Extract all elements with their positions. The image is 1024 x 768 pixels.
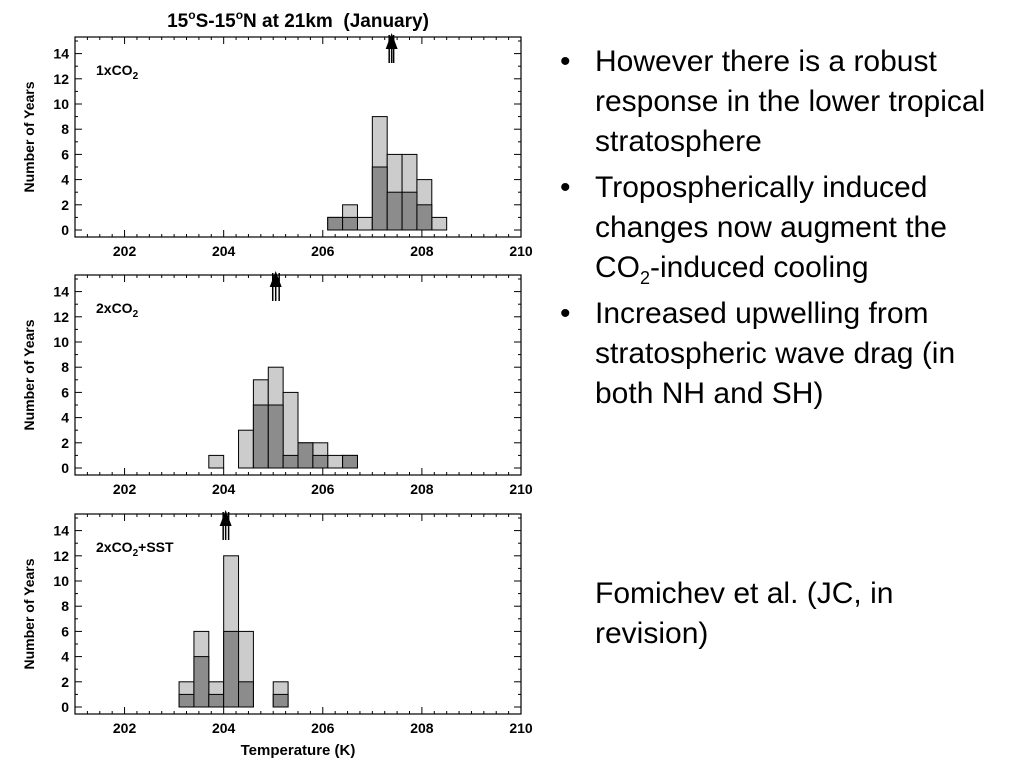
figure-title: 15oS-15oN at 21km (January) <box>167 8 429 32</box>
histogram-bar-light <box>238 429 254 469</box>
y-tick-label: 14 <box>53 523 69 539</box>
histogram-bar-dark <box>371 166 388 231</box>
y-tick-label: 6 <box>61 384 69 400</box>
y-tick-label: 0 <box>61 699 69 715</box>
y-axis-label: Number of Years <box>21 558 37 669</box>
mean-arrow-head-icon <box>385 33 398 49</box>
x-axis-label: Temperature (K) <box>241 742 356 759</box>
y-tick-label: 4 <box>61 649 69 665</box>
bullet-text: Increased upwelling from stratospheric w… <box>595 297 956 410</box>
bullet-dot-icon: • <box>560 171 571 204</box>
mean-arrow-head-icon <box>269 271 282 287</box>
histogram-bar-dark <box>342 216 358 231</box>
x-tick-label: 206 <box>311 243 335 259</box>
histogram-bar-dark <box>178 693 195 708</box>
x-tick-label: 210 <box>509 481 533 497</box>
x-tick-label: 204 <box>212 243 236 259</box>
y-tick-label: 14 <box>53 284 69 300</box>
histogram-bar-dark <box>252 404 269 469</box>
y-tick-label: 12 <box>53 548 69 564</box>
y-tick-label: 12 <box>53 309 69 325</box>
bullet-item: • Increased upwelling from stratospheric … <box>558 294 998 414</box>
x-tick-label: 206 <box>311 720 335 736</box>
y-axis-label: Number of Years <box>21 81 37 192</box>
histogram-bar-dark <box>327 216 344 231</box>
histogram-bar-dark <box>208 693 225 708</box>
histogram-figure: 15oS-15oN at 21km (January) 202 204 206 208… <box>21 8 533 759</box>
x-tick-label: 204 <box>212 481 236 497</box>
bullet-list: • However there is a robust response in t… <box>558 42 998 420</box>
x-tick-label: 208 <box>410 243 434 259</box>
histogram-bar-dark <box>267 404 284 469</box>
y-tick-label: 14 <box>53 46 69 62</box>
x-tick-label: 208 <box>410 481 434 497</box>
histogram-bar-dark <box>193 656 210 708</box>
histogram-bar-dark <box>272 693 289 708</box>
citation: Fomichev et al. (JC, in revision) <box>595 577 894 650</box>
histogram-bar-dark <box>416 204 433 231</box>
bullet-text-sub: 2 <box>640 268 651 288</box>
y-tick-label: 4 <box>61 172 69 188</box>
histogram-bar-dark <box>342 454 358 469</box>
histogram-bar-light <box>208 454 225 469</box>
y-tick-label: 10 <box>53 573 69 589</box>
panel-label: 2xCO2+SST <box>96 539 174 559</box>
histogram-bar-dark <box>297 442 314 469</box>
histogram-bar-dark <box>238 681 254 708</box>
histogram-bar-light <box>327 454 344 469</box>
bullet-text-pre: Tropospherically induced changes now aug… <box>595 171 947 284</box>
histogram-panel: 202 204 206 208 210 0 2 4 6 8 10 12 14 Number of Year… <box>21 33 533 259</box>
histogram-bar-dark <box>312 454 329 469</box>
histogram-bar-dark <box>401 191 418 231</box>
y-tick-label: 12 <box>53 71 69 87</box>
bullet-text: However there is a robust response in th… <box>595 45 986 158</box>
y-tick-label: 8 <box>61 359 69 375</box>
mean-arrow-head-icon <box>219 510 232 526</box>
bullet-text-post: -induced cooling <box>650 251 869 284</box>
y-tick-label: 0 <box>61 460 69 476</box>
histogram-panel: 202 204 206 208 210 0 2 4 6 8 10 12 14 Number of Year… <box>21 510 533 759</box>
x-tick-label: 208 <box>410 720 434 736</box>
x-tick-label: 206 <box>311 481 335 497</box>
histogram-panel: 202 204 206 208 210 0 2 4 6 8 10 12 14 Number of Year… <box>21 271 533 497</box>
y-tick-label: 10 <box>53 96 69 112</box>
histogram-bar-dark <box>223 630 240 708</box>
y-tick-label: 10 <box>53 334 69 350</box>
bullet-dot-icon: • <box>560 45 571 78</box>
x-tick-label: 204 <box>212 720 236 736</box>
panel-label: 2xCO2 <box>96 300 139 320</box>
x-tick-label: 210 <box>509 720 533 736</box>
bullet-item: • Tropospherically induced changes now au… <box>558 168 998 288</box>
y-axis-label: Number of Years <box>21 319 37 430</box>
y-tick-label: 6 <box>61 623 69 639</box>
plot-frame <box>74 36 522 238</box>
y-tick-label: 2 <box>61 197 69 213</box>
y-tick-label: 4 <box>61 410 69 426</box>
x-tick-label: 202 <box>113 243 137 259</box>
x-tick-label: 210 <box>509 243 533 259</box>
y-tick-label: 0 <box>61 222 69 238</box>
y-tick-label: 2 <box>61 435 69 451</box>
x-tick-label: 202 <box>113 481 137 497</box>
y-tick-label: 2 <box>61 674 69 690</box>
y-tick-label: 8 <box>61 598 69 614</box>
histogram-bar-light <box>431 216 448 231</box>
bullet-item: • However there is a robust response in t… <box>558 42 998 162</box>
bullet-dot-icon: • <box>560 297 571 330</box>
histogram-bar-dark <box>282 454 299 469</box>
x-tick-label: 202 <box>113 720 137 736</box>
y-tick-label: 6 <box>61 146 69 162</box>
histogram-bar-dark <box>386 191 403 231</box>
y-tick-label: 8 <box>61 121 69 137</box>
histogram-bar-light <box>356 216 373 231</box>
panel-label: 1xCO2 <box>96 62 139 82</box>
